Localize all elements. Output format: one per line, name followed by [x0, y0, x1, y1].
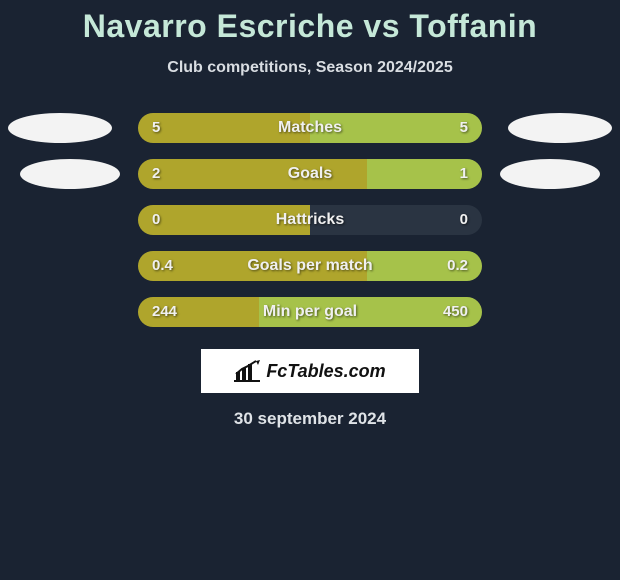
date-text: 30 september 2024 — [0, 409, 620, 429]
stat-value-right: 0 — [460, 205, 468, 235]
stat-bar-right-fill — [367, 159, 482, 189]
stat-bar-right-fill — [259, 297, 482, 327]
stat-bar: 55Matches — [138, 113, 482, 143]
player-left-marker — [8, 113, 112, 143]
stat-row: 0.40.2Goals per match — [0, 243, 620, 289]
player-right-marker — [508, 113, 612, 143]
stats-block: 55Matches 21Goals 00Hattricks 0.40.2Goals p… — [0, 105, 620, 335]
stat-row: 244450Min per goal — [0, 289, 620, 335]
stat-bar: 244450Min per goal — [138, 297, 482, 327]
logo-box[interactable]: FcTables.com — [201, 349, 419, 393]
stat-bar-right-fill — [310, 113, 482, 143]
stat-row: 21Goals — [0, 151, 620, 197]
page-title: Navarro Escriche vs Toffanin — [0, 8, 620, 45]
stat-bar: 00Hattricks — [138, 205, 482, 235]
stat-bar-left-fill — [138, 159, 367, 189]
player-right-marker — [500, 159, 600, 189]
stat-bar: 21Goals — [138, 159, 482, 189]
comparison-card: Navarro Escriche vs Toffanin Club compet… — [0, 0, 620, 580]
stat-bar-left-fill — [138, 113, 310, 143]
chart-icon — [234, 360, 260, 382]
stat-row: 00Hattricks — [0, 197, 620, 243]
stat-bar: 0.40.2Goals per match — [138, 251, 482, 281]
player-left-marker — [20, 159, 120, 189]
logo-text: FcTables.com — [266, 361, 385, 382]
stat-row: 55Matches — [0, 105, 620, 151]
stat-bar-left-fill — [138, 251, 367, 281]
subtitle: Club competitions, Season 2024/2025 — [0, 59, 620, 77]
stat-bar-right-fill — [367, 251, 482, 281]
stat-bar-left-fill — [138, 205, 310, 235]
stat-bar-left-fill — [138, 297, 259, 327]
